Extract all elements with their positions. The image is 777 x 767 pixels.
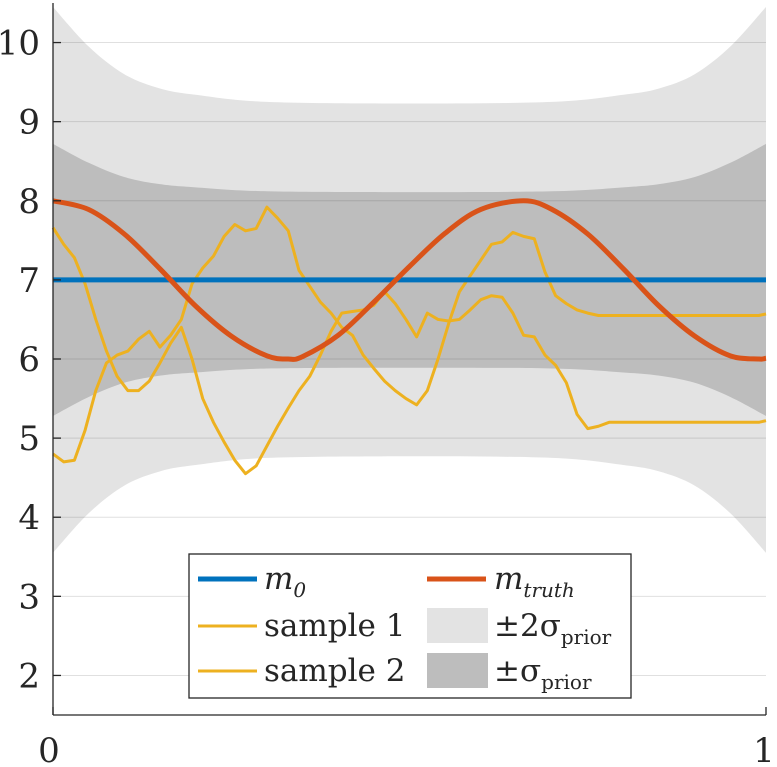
y-tick-label-5: 5 (18, 419, 40, 459)
legend-entry-3: sample 1 (198, 608, 405, 644)
legend-entry-1-subscript: 0 (293, 578, 306, 602)
y-tick-label-10: 10 (0, 24, 40, 64)
series-m-truth (52, 198, 767, 362)
series-sample-2 (52, 205, 767, 464)
y-tick-label-2: 2 (18, 656, 40, 696)
legend-box (188, 553, 632, 699)
x-tick-label-1: 1 (753, 731, 775, 767)
legend-entry-6: ±σprior (427, 653, 592, 694)
legend-entry-5: sample 2 (198, 653, 405, 689)
y-tick-label-4: 4 (18, 498, 40, 538)
y-tick-label-7: 7 (18, 261, 40, 301)
y-tick-label-3: 3 (18, 577, 40, 617)
legend-entry-2-subscript: truth (523, 578, 574, 602)
y-tick-label-8: 8 (18, 182, 40, 222)
legend-entry-6-subscript: prior (541, 670, 592, 694)
series-layer (51, 198, 767, 476)
grid-layer (53, 42, 766, 676)
y-tick-label-6: 6 (18, 340, 40, 380)
x-tick-label-0: 0 (38, 731, 60, 767)
ticks-layer: 2 3 4 5 6 7 8 9 10 0 1 (0, 24, 775, 767)
series-sample-1 (51, 226, 767, 476)
y-tick-label-9: 9 (18, 103, 40, 143)
legend-entry-3-label: sample 1 (264, 608, 405, 644)
legend-entry-4-subscript: prior (561, 625, 612, 649)
legend-entry-5-label: sample 2 (264, 653, 405, 689)
legend-entry-6-swatch (427, 653, 488, 688)
legend-entry-4-swatch (427, 608, 488, 643)
